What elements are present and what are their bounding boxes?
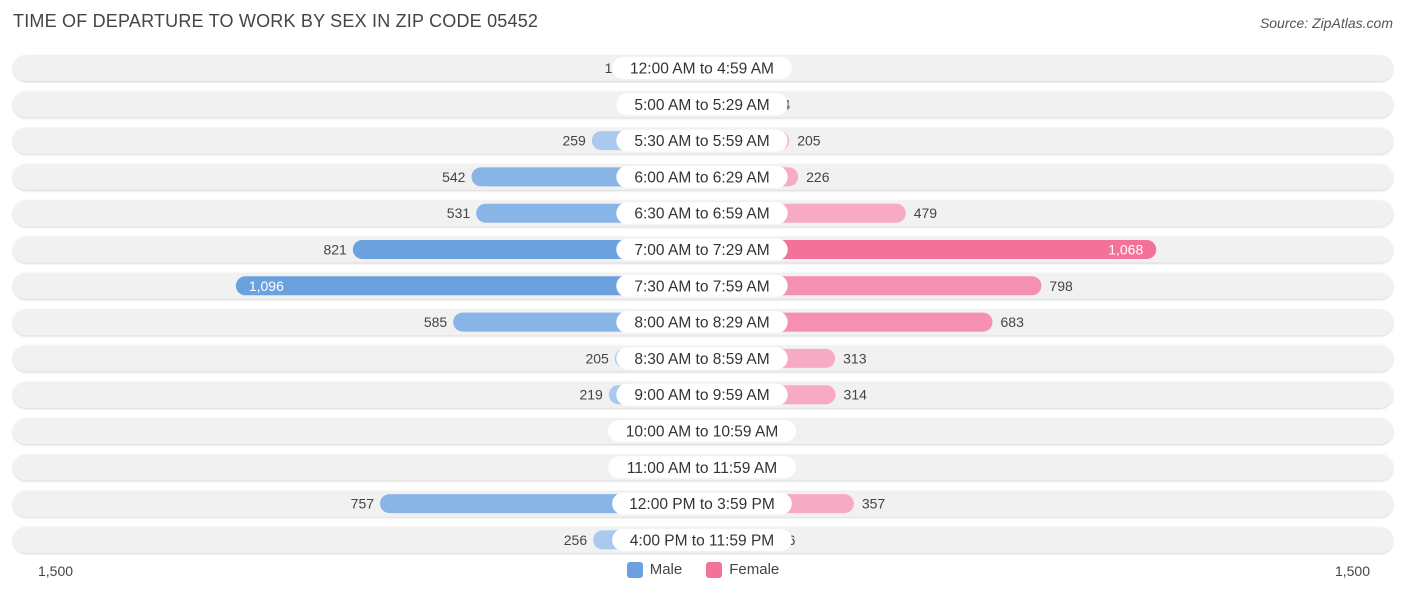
male-value-label: 259 [562, 133, 586, 149]
category-label-bg [616, 93, 788, 116]
category-label-bg [616, 347, 788, 370]
category-label: 7:30 AM to 7:59 AM [634, 278, 769, 295]
female-value-label: 313 [843, 350, 867, 366]
axis-label-right: 1,500 [1334, 563, 1370, 579]
female-swatch [706, 561, 723, 578]
female-value-label: 314 [844, 387, 868, 403]
category-label: 6:30 AM to 6:59 AM [634, 206, 769, 223]
category-label-bg [616, 383, 788, 406]
male-value-label: 821 [323, 242, 347, 258]
category-label: 10:00 AM to 10:59 AM [626, 424, 779, 441]
female-value-label: 683 [1001, 314, 1025, 330]
chart-row: 585 683 8:00 AM to 8:29 AM [13, 309, 1393, 336]
category-label-bg [616, 238, 788, 261]
female-value-label: 226 [806, 169, 830, 185]
chart-row: 641345:00 AM to 5:29 AM [13, 91, 1393, 118]
female-value-label: 205 [797, 133, 821, 149]
chart-row: 542 226 6:00 AM to 6:29 AM [13, 163, 1393, 190]
category-label: 7:00 AM to 7:29 AM [634, 242, 769, 259]
female-bar[interactable] [702, 276, 1042, 296]
chart-title: TIME OF DEPARTURE TO WORK BY SEX IN ZIP … [13, 11, 539, 31]
female-value-label: 479 [914, 205, 938, 221]
category-label: 6:00 AM to 6:29 AM [634, 169, 769, 186]
chart-row: 5614610:00 AM to 10:59 AM [13, 418, 1393, 444]
category-label-bg [616, 274, 788, 297]
category-label: 8:30 AM to 8:59 AM [634, 351, 769, 368]
female-value-label: 1,068 [1108, 242, 1143, 258]
chart-row: 531 479 6:30 AM to 6:59 AM [13, 200, 1393, 227]
category-label-bg [612, 492, 792, 515]
male-swatch [626, 561, 643, 578]
chart-row: 259 205 5:30 AM to 5:59 AM [13, 127, 1393, 154]
category-label: 5:00 AM to 5:29 AM [634, 97, 769, 114]
category-label-bg [616, 311, 788, 334]
category-label: 12:00 AM to 4:59 AM [630, 61, 774, 78]
chart-row: 757 357 12:00 PM to 3:59 PM [13, 490, 1393, 517]
chart-row: 1065011:00 AM to 11:59 AM [13, 454, 1393, 481]
category-label-bg [608, 456, 796, 479]
male-value-label: 531 [447, 205, 471, 221]
legend-item-male[interactable]: Male [626, 561, 683, 578]
legend: Male Female [0, 561, 1406, 578]
male-value-label: 757 [351, 496, 375, 512]
axis-label-left: 1,500 [38, 563, 74, 579]
category-label: 12:00 PM to 3:59 PM [629, 496, 775, 513]
female-bar[interactable] [702, 240, 1157, 259]
chart-row: 2561464:00 PM to 11:59 PM [13, 526, 1393, 553]
source-label: Source: ZipAtlas.com [1259, 15, 1393, 31]
legend-label-male: Male [649, 561, 683, 578]
category-label-bg [608, 420, 796, 442]
category-label: 9:00 AM to 9:59 AM [634, 387, 769, 404]
male-value-label: 205 [585, 350, 609, 366]
category-label: 5:30 AM to 5:59 AM [634, 133, 769, 150]
category-label-bg [612, 57, 792, 79]
male-value-label: 542 [442, 169, 466, 185]
female-value-label: 357 [862, 496, 886, 512]
legend-item-female[interactable]: Female [706, 561, 779, 578]
chart-row: 1606212:00 AM to 4:59 AM [13, 55, 1393, 81]
category-label-bg [616, 129, 788, 152]
male-value-label: 585 [424, 314, 448, 330]
category-label-bg [616, 202, 788, 225]
category-label: 11:00 AM to 11:59 AM [627, 460, 777, 477]
chart-row: 821 1,068 7:00 AM to 7:29 AM [13, 236, 1393, 263]
male-bar[interactable] [235, 276, 703, 296]
chart-row: 205 313 8:30 AM to 8:59 AM [13, 345, 1393, 372]
chart-row: 1,096 798 7:30 AM to 7:59 AM [13, 272, 1393, 299]
chart-row: 219 314 9:00 AM to 9:59 AM [13, 381, 1393, 408]
female-value-label: 798 [1049, 278, 1073, 294]
category-label-bg [612, 528, 792, 551]
legend-label-female: Female [729, 561, 780, 578]
category-label: 4:00 PM to 11:59 PM [630, 532, 774, 549]
male-bar[interactable] [352, 240, 702, 259]
category-label-bg [616, 165, 788, 188]
male-value-label: 256 [564, 532, 588, 548]
male-value-label: 1,096 [249, 278, 284, 294]
category-label: 8:00 AM to 8:29 AM [634, 315, 769, 332]
male-value-label: 219 [579, 387, 603, 403]
